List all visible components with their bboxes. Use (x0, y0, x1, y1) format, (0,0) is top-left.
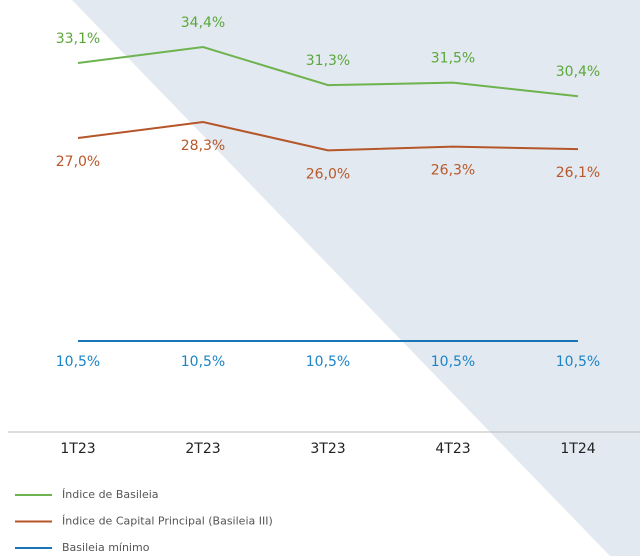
legend-label: Basileia mínimo (62, 541, 150, 554)
value-label: 26,1% (556, 165, 600, 181)
x-tick-label: 4T23 (435, 441, 470, 457)
legend-label: Índice de Capital Principal (Basileia II… (62, 515, 273, 528)
background-shape (72, 0, 640, 556)
x-tick-label: 1T24 (560, 441, 595, 457)
value-label: 10,5% (556, 354, 600, 370)
series-line (77, 121, 579, 152)
value-label: 10,5% (181, 354, 225, 370)
value-label: 31,5% (431, 51, 475, 67)
series-line (77, 45, 579, 98)
value-label: 10,5% (306, 354, 350, 370)
value-label: 27,0% (56, 154, 100, 170)
x-tick-label: 2T23 (185, 441, 220, 457)
value-label: 26,3% (431, 163, 475, 179)
value-label: 30,4% (556, 64, 600, 80)
value-label: 28,3% (181, 138, 225, 154)
value-label: 33,1% (56, 31, 100, 47)
x-tick-label: 3T23 (310, 441, 345, 457)
legend-label: Índice de Basileia (62, 488, 159, 501)
value-label: 34,4% (181, 15, 225, 31)
value-label: 26,0% (306, 166, 350, 182)
value-label: 10,5% (431, 354, 475, 370)
x-tick-label: 1T23 (60, 441, 95, 457)
value-label: 31,3% (306, 53, 350, 69)
value-label: 10,5% (56, 354, 100, 370)
